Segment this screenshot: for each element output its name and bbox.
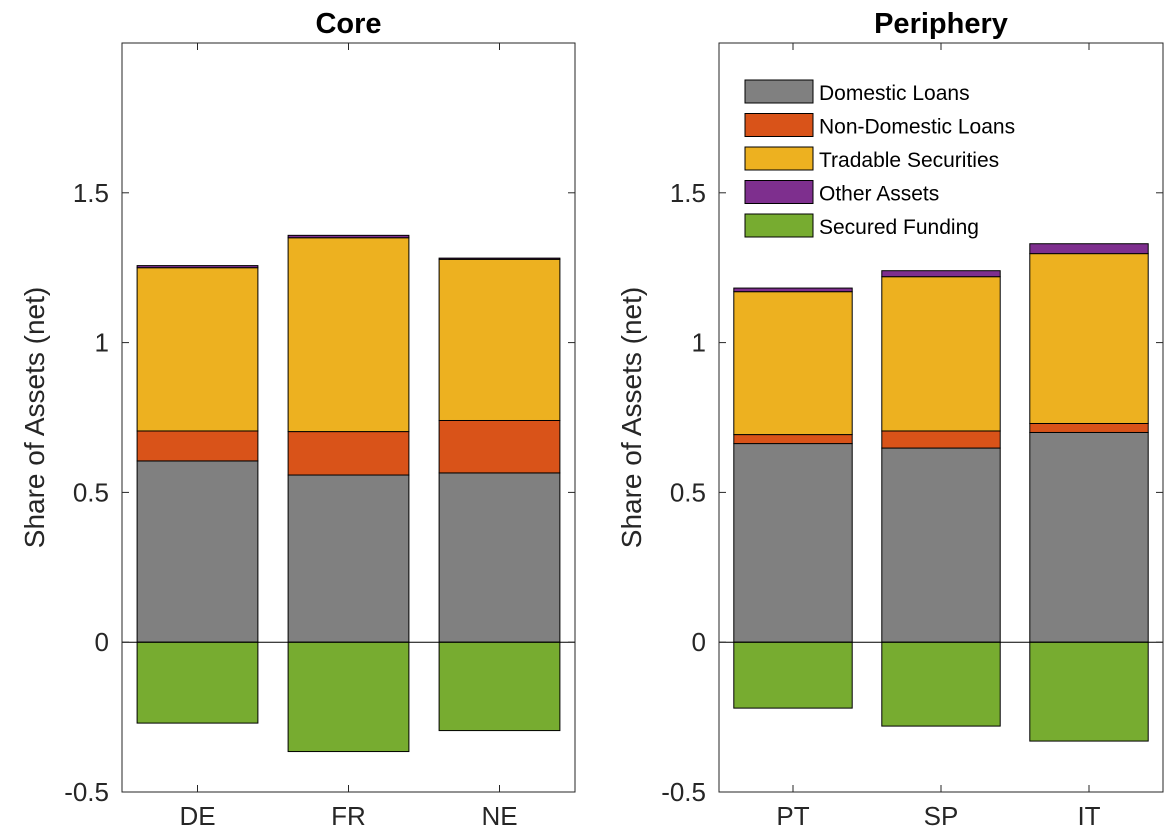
ytick-label: 0 — [95, 627, 109, 657]
bar-PT-1 — [733, 434, 853, 445]
chart-title: Periphery — [874, 8, 1008, 40]
ytick-label: 0.5 — [670, 477, 706, 507]
bar-DE-2 — [136, 267, 259, 432]
bar-DE-1 — [136, 430, 259, 462]
bar-NE-4 — [438, 641, 561, 732]
y-axis-label: Share of Assets (net) — [616, 287, 647, 548]
bar-DE-0 — [136, 460, 259, 643]
legend-label-3: Other Assets — [819, 183, 939, 206]
bar-FR-4 — [287, 641, 410, 753]
legend-swatch-0 — [744, 79, 814, 104]
xtick-label: PT — [776, 801, 809, 831]
xtick-label: SP — [924, 801, 959, 831]
bar-NE-3 — [438, 257, 561, 260]
xtick-label: NE — [481, 801, 517, 831]
legend-swatch-3 — [744, 180, 814, 204]
bar-NE-0 — [438, 472, 561, 643]
bar-NE-2 — [438, 258, 561, 421]
panel-0: -0.5 0 0.5 1 1.5 DE FR NE Core Share of Assets (n… — [19, 8, 576, 831]
ytick-label: 1 — [95, 328, 109, 358]
bar-FR-2 — [287, 237, 410, 433]
bar-FR-3 — [287, 234, 410, 239]
bar-IT-4 — [1029, 641, 1149, 742]
ytick-label: 1.5 — [73, 178, 109, 208]
bar-IT-3 — [1029, 243, 1149, 255]
legend-label-2: Tradable Securities — [819, 149, 999, 172]
legend-label-1: Non-Domestic Loans — [819, 116, 1015, 139]
bar-NE-1 — [438, 419, 561, 474]
panel-1: -0.5 0 0.5 1 1.5 PT SP IT Periphery Share of Asse… — [616, 8, 1164, 831]
legend-swatch-4 — [744, 213, 814, 238]
bar-PT-2 — [733, 291, 853, 436]
ytick-label: -0.5 — [661, 777, 706, 807]
bar-SP-0 — [881, 447, 1001, 643]
legend: Domestic Loans Non-Domestic Loans Tradable… — [744, 79, 1015, 239]
xtick-label: DE — [179, 801, 215, 831]
bar-IT-0 — [1029, 431, 1149, 643]
bar-PT-4 — [733, 641, 853, 709]
ytick-label: 1 — [692, 328, 706, 358]
bar-DE-4 — [136, 641, 259, 724]
xtick-label: IT — [1077, 801, 1100, 831]
bar-FR-0 — [287, 474, 410, 643]
ytick-label: 1.5 — [670, 178, 706, 208]
bar-SP-4 — [881, 641, 1001, 727]
chart-title: Core — [315, 8, 381, 40]
xtick-label: FR — [331, 801, 366, 831]
legend-swatch-2 — [744, 146, 814, 171]
ytick-label: 0.5 — [73, 477, 109, 507]
bar-SP-1 — [881, 430, 1001, 449]
bar-DE-3 — [136, 265, 259, 269]
bar-IT-1 — [1029, 422, 1149, 433]
bar-PT-0 — [733, 443, 853, 643]
y-axis-label: Share of Assets (net) — [19, 287, 50, 548]
bar-FR-1 — [287, 431, 410, 476]
legend-label-0: Domestic Loans — [819, 82, 970, 105]
bar-PT-3 — [733, 287, 853, 293]
legend-label-4: Secured Funding — [819, 216, 979, 239]
bar-IT-2 — [1029, 253, 1149, 424]
ytick-label: 0 — [692, 627, 706, 657]
bar-SP-2 — [881, 276, 1001, 432]
bar-SP-3 — [881, 270, 1001, 278]
ytick-label: -0.5 — [64, 777, 109, 807]
legend-swatch-1 — [744, 113, 814, 137]
